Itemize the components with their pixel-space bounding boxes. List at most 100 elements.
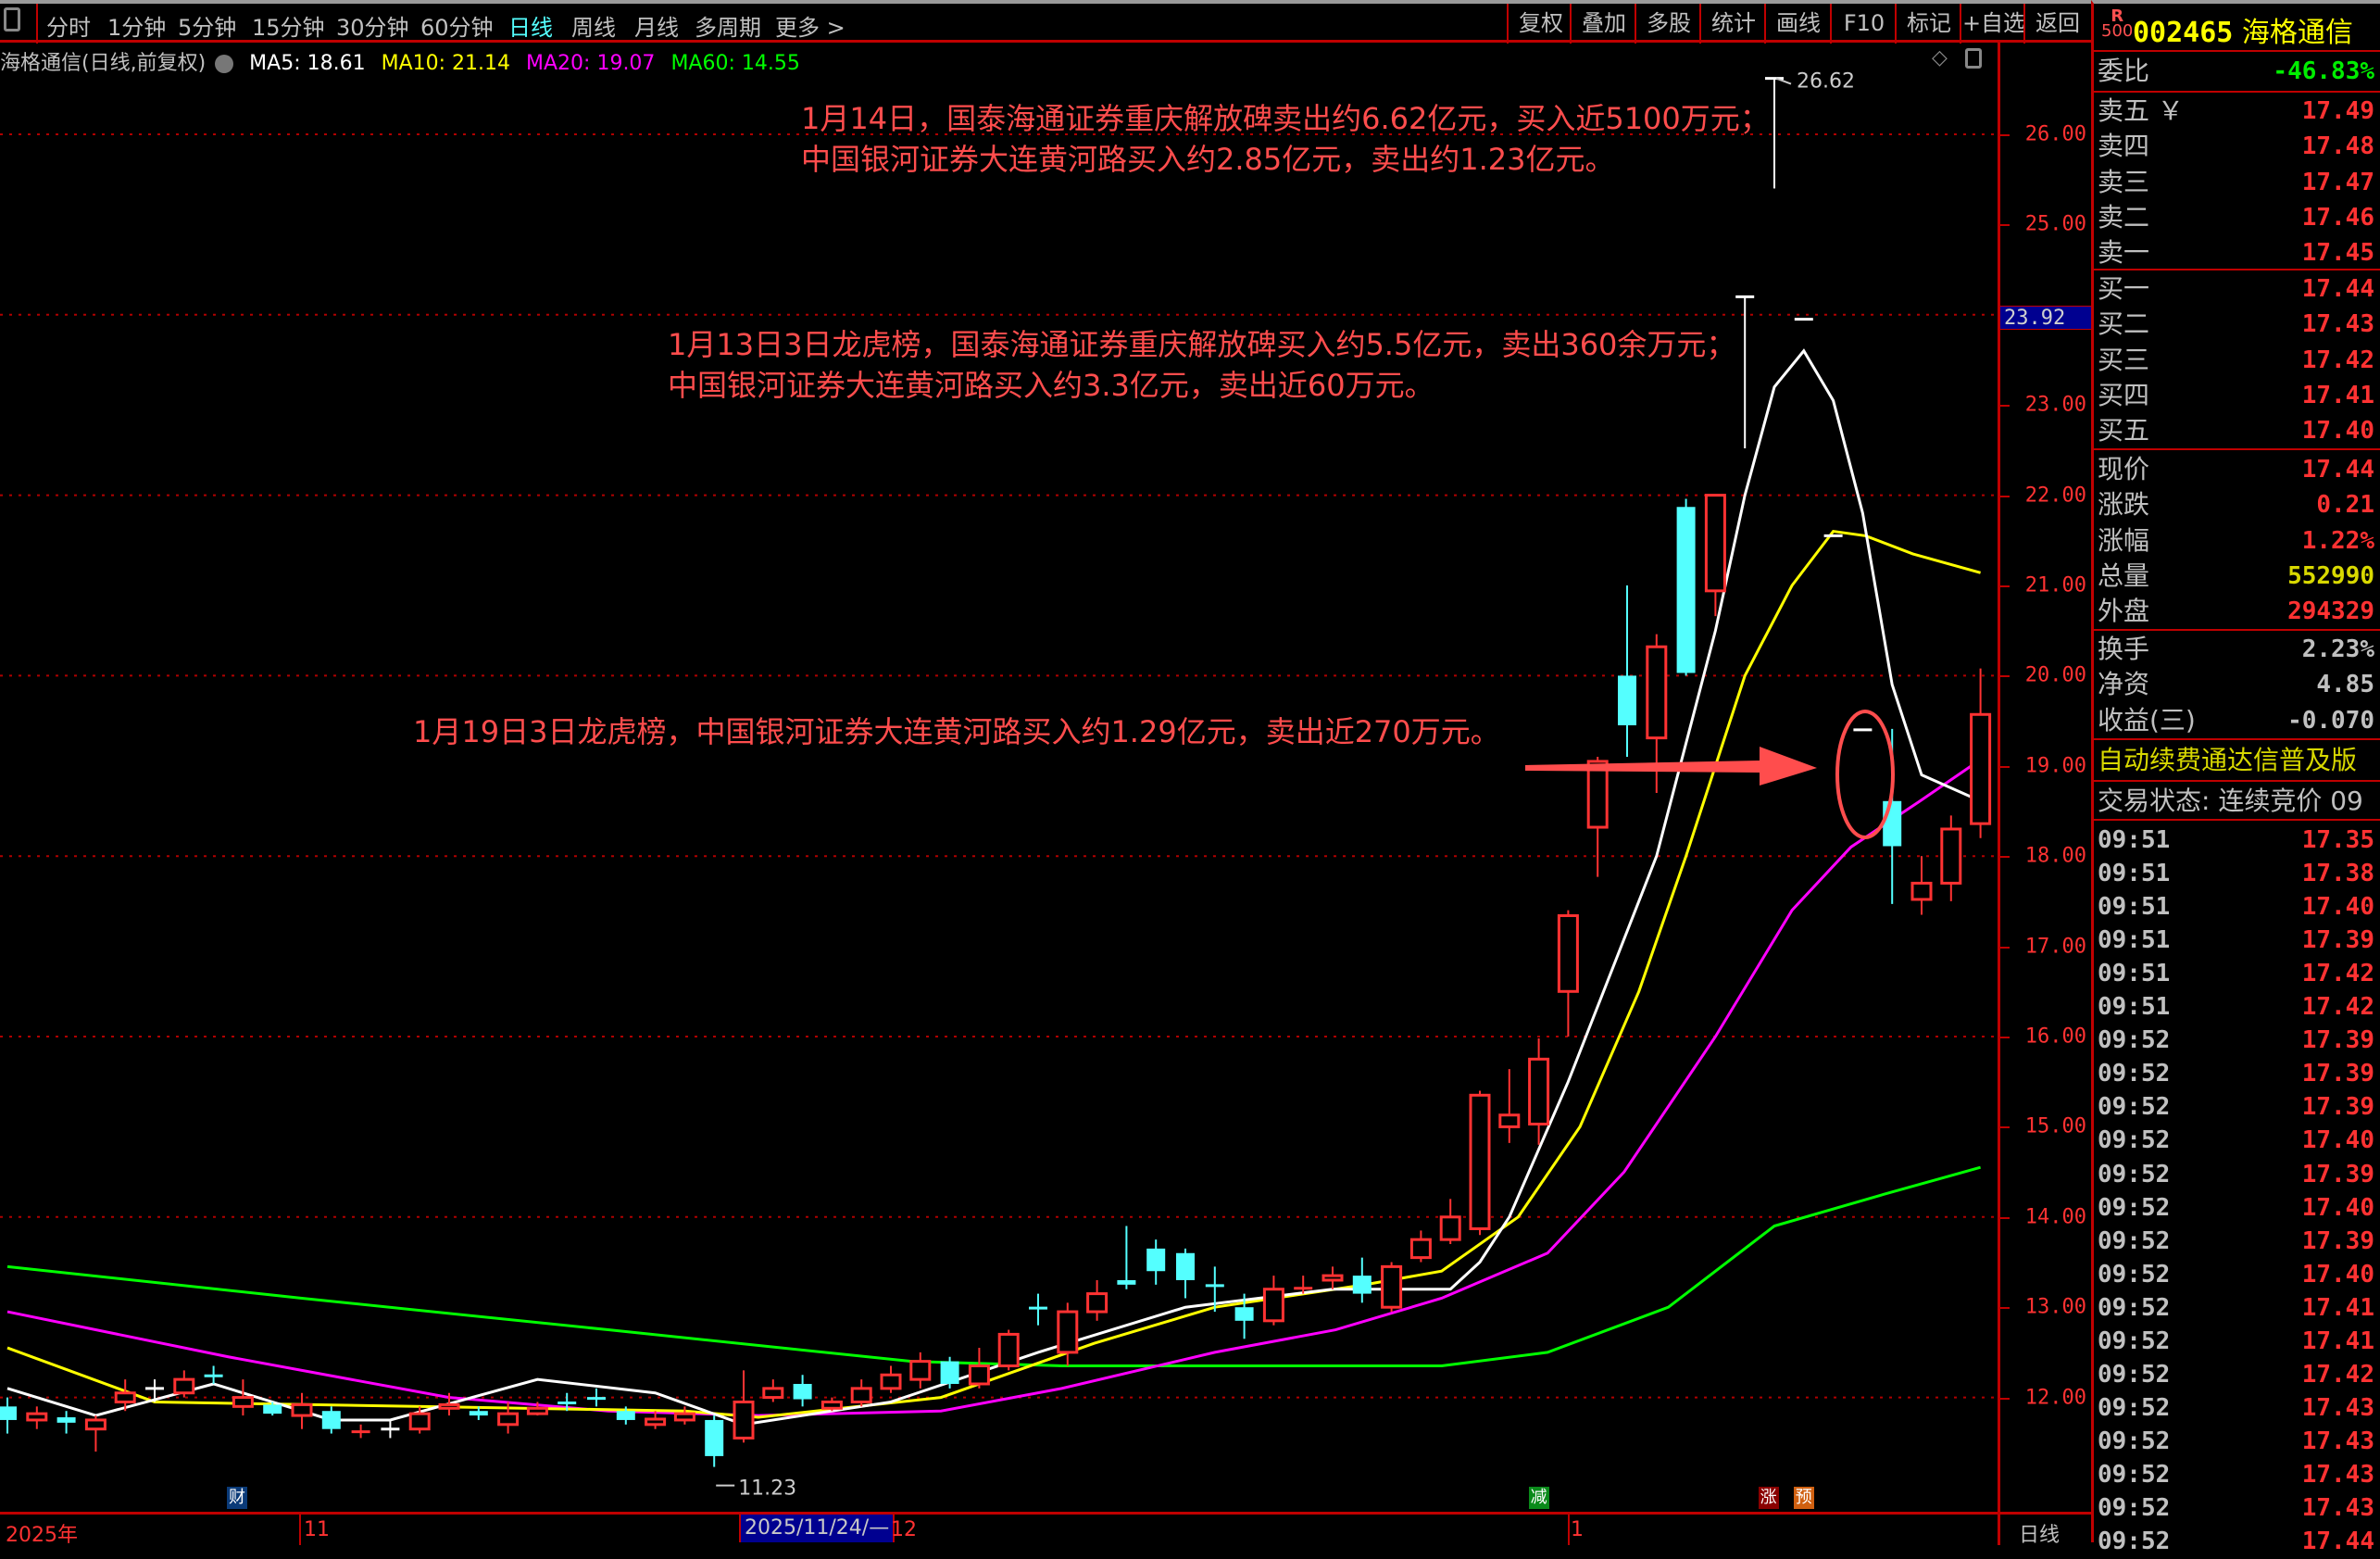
period-tab-8[interactable]: 月线 — [634, 15, 679, 41]
period-tab-7[interactable]: 周线 — [571, 15, 616, 41]
buy-level-row[interactable]: 买四 17.41 — [2094, 378, 2380, 413]
toolbar-button-6[interactable]: 标记 — [1895, 4, 1961, 44]
period-tab-3[interactable]: 15分钟 — [252, 15, 325, 41]
badge-bottom: 500 — [2101, 21, 2134, 41]
period-tab-4[interactable]: 30分钟 — [336, 15, 409, 41]
tick-row: 09:51 17.39 — [2094, 923, 2380, 958]
row-value: 17.48 — [2301, 132, 2374, 161]
event-marker[interactable]: 财 — [227, 1487, 248, 1509]
panel-divider — [2094, 269, 2380, 270]
tick-row: 09:52 17.43 — [2094, 1490, 2380, 1526]
price-tick-label: 17.00 — [2024, 935, 2086, 959]
annotation-line: 中国银河证券大连黄河路买入约2.85亿元，卖出约1.23亿元。 — [801, 142, 1615, 177]
candle-body — [1970, 712, 1992, 825]
toolbar-button-2[interactable]: 多股 — [1635, 4, 1701, 44]
candle-body — [1381, 1264, 1403, 1309]
toolbar-divider — [36, 4, 38, 44]
sell-level-row[interactable]: 卖四 17.48 — [2094, 129, 2380, 164]
row-value: 17.38 — [2301, 860, 2374, 888]
toolbar-button-7[interactable]: +自选 — [1960, 4, 2026, 44]
candle-body — [1618, 675, 1636, 725]
axis-tick — [2000, 1397, 2010, 1400]
row-value: 17.47 — [2301, 168, 2374, 196]
candle-body — [1940, 827, 1962, 885]
diamond-icon[interactable]: ◇ — [1932, 46, 1948, 69]
axis-tick — [2000, 1126, 2010, 1129]
row-value: 17.39 — [2301, 926, 2374, 955]
toolbar-button-5[interactable]: F10 — [1830, 4, 1897, 44]
high-price-label: 26.62 — [1797, 70, 1855, 94]
period-tab-6[interactable]: 日线 — [508, 15, 553, 41]
toolbar-button-3[interactable]: 统计 — [1699, 4, 1766, 44]
stat-row: 外盘 294329 — [2094, 594, 2380, 629]
row-value: 17.46 — [2301, 203, 2374, 232]
x-separator — [1998, 1515, 2000, 1545]
row-label: 买四 — [2098, 379, 2150, 410]
candle-body — [1086, 1292, 1109, 1314]
candle-body — [1910, 881, 1933, 901]
candle-body — [1528, 1057, 1550, 1125]
panel-divider — [2094, 448, 2380, 450]
event-marker[interactable]: 预 — [1793, 1487, 1814, 1509]
row-value: 17.40 — [2301, 1126, 2374, 1155]
sell-level-row[interactable]: 卖五 ￥ 17.49 — [2094, 94, 2380, 129]
row-value: 17.42 — [2301, 346, 2374, 374]
axis-tick — [2000, 224, 2010, 227]
tick-row: 09:52 17.40 — [2094, 1257, 2380, 1292]
toolbar-button-8[interactable]: 返回 — [2023, 4, 2090, 44]
x-label-year: 2025年 — [6, 1524, 78, 1547]
legend-toggle-icon[interactable] — [215, 55, 234, 73]
buy-level-row[interactable]: 买三 17.42 — [2094, 343, 2380, 378]
candlestick-chart[interactable]: 26.62 11.23 — [0, 43, 1998, 1512]
sell-level-row[interactable]: 卖三 17.47 — [2094, 165, 2380, 200]
sell-level-row[interactable]: 卖一 17.45 — [2094, 235, 2380, 270]
candle-body — [1352, 1276, 1372, 1294]
tick-row: 09:51 17.42 — [2094, 956, 2380, 991]
row-label: 09:52 — [2098, 1060, 2171, 1088]
period-tab-5[interactable]: 60分钟 — [420, 15, 494, 41]
toolbar-button-0[interactable]: 复权 — [1507, 4, 1573, 44]
tick-row: 09:51 17.38 — [2094, 856, 2380, 891]
axis-tick — [2000, 765, 2010, 768]
event-marker[interactable]: 减 — [1528, 1487, 1549, 1509]
tick-row: 09:51 17.40 — [2094, 889, 2380, 924]
ma60-line — [6, 1165, 1982, 1368]
candle-body — [880, 1373, 902, 1390]
price-tick-label: 18.00 — [2024, 844, 2086, 868]
candle-body — [968, 1364, 990, 1386]
price-tick-label: 22.00 — [2024, 484, 2086, 508]
promo-banner[interactable]: 自动续费通达信普及版 — [2094, 743, 2380, 778]
period-tab-2[interactable]: 5分钟 — [178, 15, 237, 41]
sell-level-row[interactable]: 卖二 17.46 — [2094, 200, 2380, 235]
period-tab-10[interactable]: 更多 > — [775, 15, 846, 41]
tick-row: 09:52 17.39 — [2094, 1089, 2380, 1125]
row-value: 17.49 — [2301, 97, 2374, 125]
period-tab-9[interactable]: 多周期 — [695, 15, 761, 41]
event-marker[interactable]: 涨 — [1758, 1487, 1779, 1509]
period-tab-0[interactable]: 分时 — [46, 15, 91, 41]
toolbar-button-1[interactable]: 叠加 — [1570, 4, 1636, 44]
row-label: 09:52 — [2098, 1460, 2171, 1489]
panel-toggle-icon[interactable] — [1965, 48, 1982, 69]
buy-level-row[interactable]: 买五 17.40 — [2094, 413, 2380, 448]
axis-tick — [2000, 134, 2010, 136]
period-tab-1[interactable]: 1分钟 — [107, 15, 167, 41]
price-axis: 26.00 25.00 23.00 22.00 21.00 20.00 19.00 18.00… — [1998, 43, 2094, 1515]
candle-body — [1469, 1093, 1491, 1230]
row-value: 17.42 — [2301, 960, 2374, 988]
panel-toggle-icon[interactable] — [4, 7, 20, 31]
row-value: 17.41 — [2301, 1326, 2374, 1355]
row-value: 17.43 — [2301, 1494, 2374, 1522]
row-label: 买三 — [2098, 344, 2150, 375]
date-axis: 2025年 11 2025/11/24/— 12 1 日线 — [0, 1512, 2091, 1547]
candle-body — [232, 1396, 254, 1408]
period-label: 日线 — [2019, 1524, 2061, 1547]
toolbar-button-4[interactable]: 画线 — [1764, 4, 1831, 44]
annotation-arrow — [1525, 747, 1817, 786]
row-value: 17.43 — [2301, 1393, 2374, 1422]
candle-body — [1883, 800, 1902, 847]
tick-row: 09:52 17.41 — [2094, 1324, 2380, 1359]
buy-level-row[interactable]: 买一 17.44 — [2094, 271, 2380, 307]
buy-level-row[interactable]: 买二 17.43 — [2094, 307, 2380, 342]
row-value: 17.44 — [2301, 275, 2374, 303]
